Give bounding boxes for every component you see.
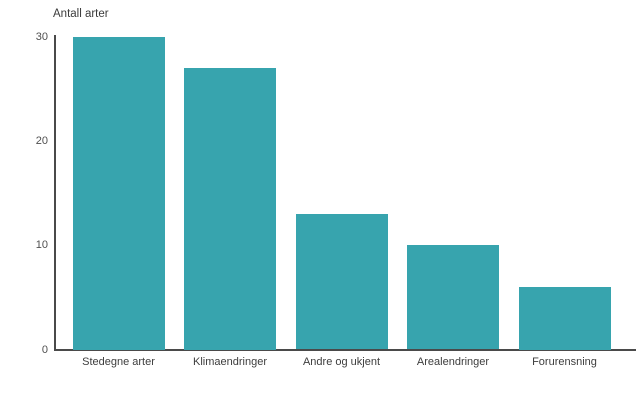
x-category-label: Stedegne arter — [82, 356, 155, 368]
bar — [518, 287, 611, 350]
x-category-label: Klimaendringer — [193, 356, 267, 368]
x-category-label: Forurensning — [532, 356, 597, 368]
x-axis-line — [54, 349, 636, 351]
y-axis-title: Antall arter — [53, 8, 109, 20]
bar — [184, 68, 276, 350]
x-category-label: Arealendringer — [416, 356, 490, 368]
y-tick-label: 30 — [35, 31, 48, 43]
y-tick-label: 20 — [35, 135, 48, 148]
bar — [72, 37, 165, 350]
bar — [407, 245, 499, 350]
y-tick-label: 10 — [35, 239, 48, 252]
bar — [295, 214, 388, 350]
y-tick-label: 0 — [41, 343, 48, 356]
y-axis-line — [54, 35, 56, 351]
x-category-label: Andre og ukjent — [302, 356, 381, 368]
